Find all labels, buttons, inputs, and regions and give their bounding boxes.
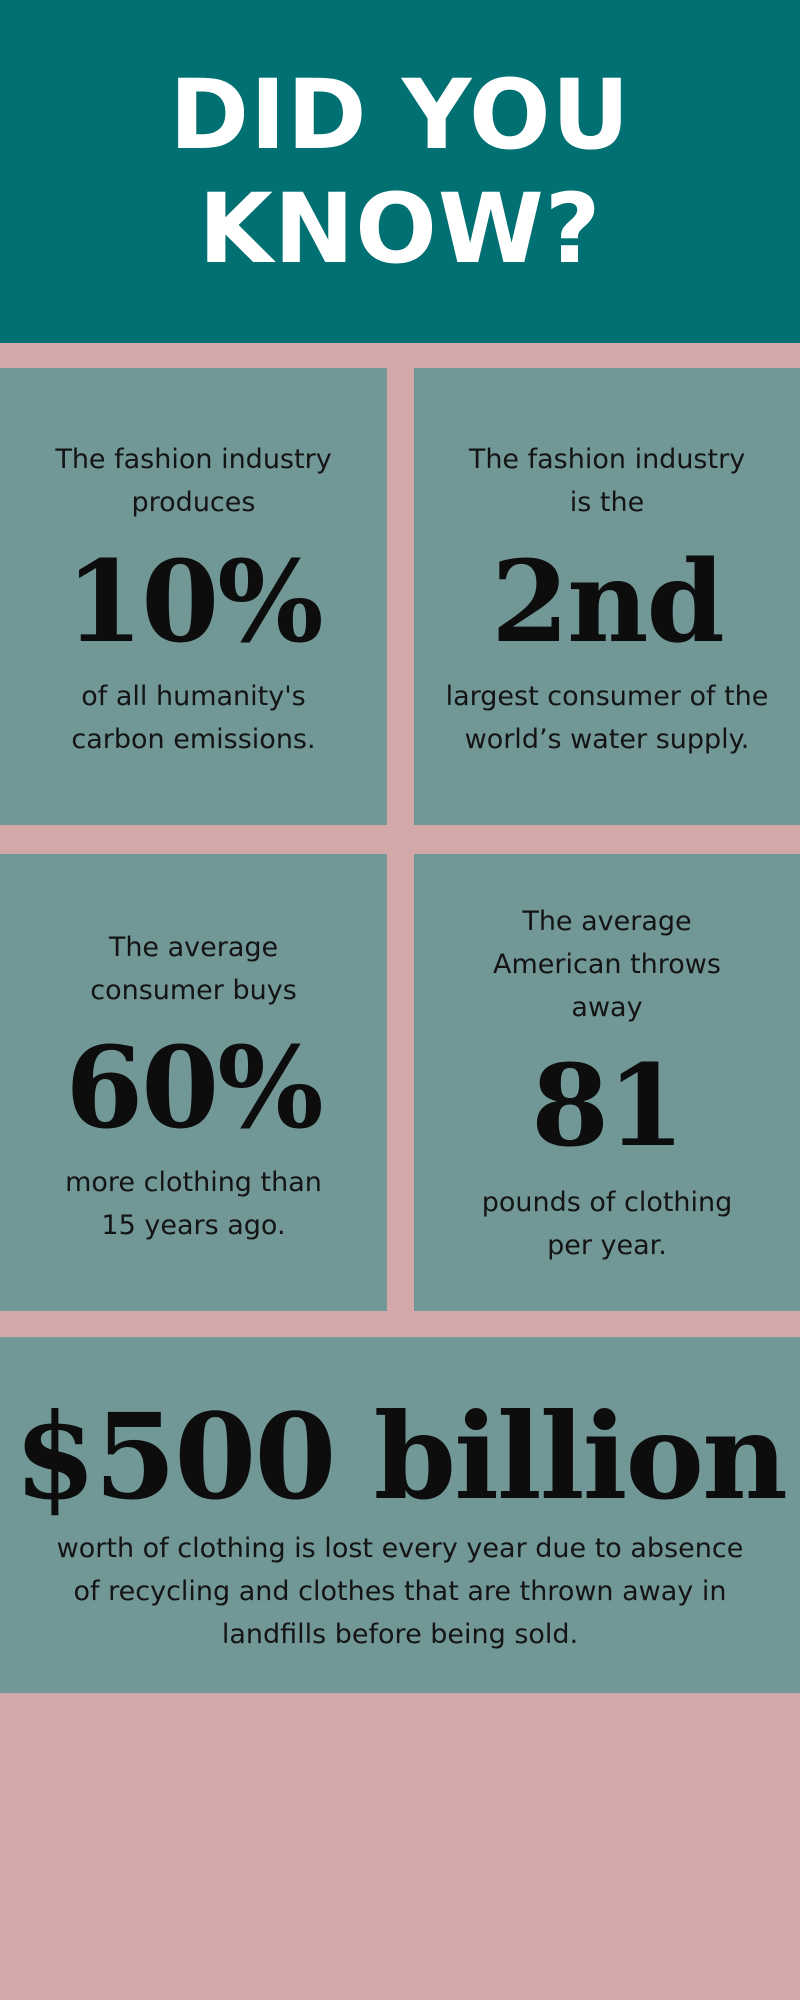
highlight-panel: $500 billion worth of clothing is lost e…: [0, 1337, 800, 1693]
fact-intro: The fashion industry produces: [55, 444, 332, 518]
fact-outro: of all humanity's carbon emissions.: [71, 681, 316, 755]
fact-panel-clothing-purchases: The average consumer buys 60% more cloth…: [0, 854, 387, 1311]
fact-stat: 60%: [65, 1023, 323, 1154]
header-banner: DID YOU KNOW?: [0, 0, 800, 343]
fact-stat: 2nd: [491, 537, 725, 668]
fact-outro: more clothing than 15 years ago.: [65, 1167, 322, 1241]
highlight-outro: worth of clothing is lost every year due…: [56, 1533, 744, 1650]
fact-panel-water: The fashion industry is the 2nd largest …: [414, 368, 800, 825]
fact-outro: largest consumer of the world’s water su…: [445, 681, 769, 755]
fact-panel-carbon: The fashion industry produces 10% of all…: [0, 368, 387, 825]
fact-intro: The average consumer buys: [90, 932, 297, 1006]
fact-stat: 81: [531, 1041, 685, 1172]
fact-intro: The average American throws away: [493, 906, 721, 1023]
fact-panel-clothing-waste: The average American throws away 81 poun…: [414, 854, 800, 1311]
fact-stat: 10%: [65, 537, 323, 668]
fact-outro: pounds of clothing per year.: [481, 1187, 733, 1261]
highlight-stat: $500 billion: [14, 1387, 788, 1526]
fact-intro: The fashion industry is the: [468, 444, 746, 518]
page-title: DID YOU KNOW?: [169, 58, 631, 285]
